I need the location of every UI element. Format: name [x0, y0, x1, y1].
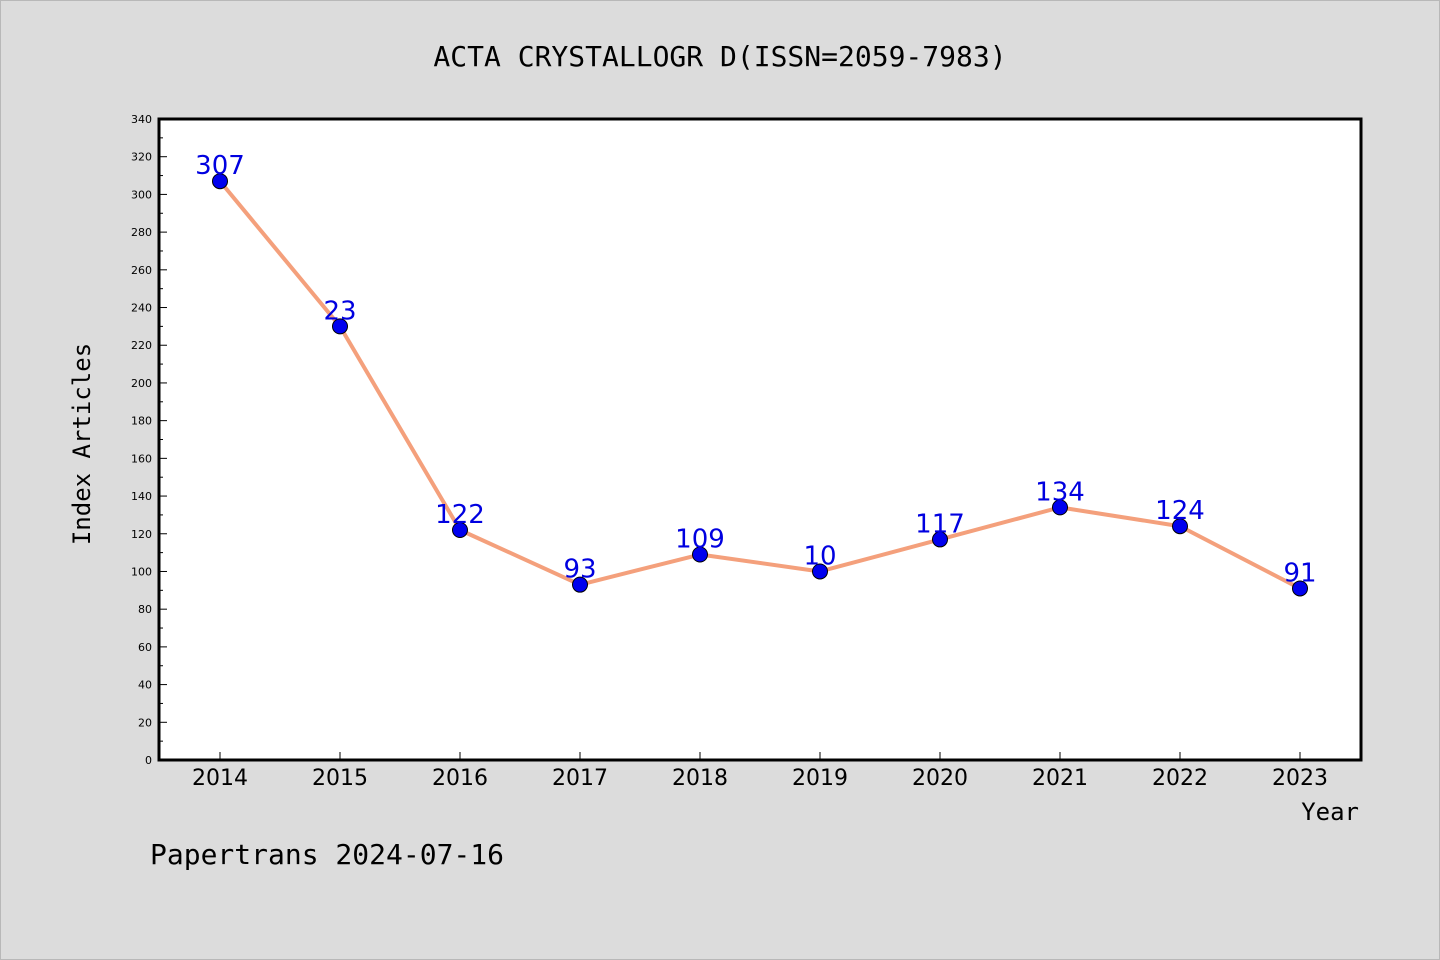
data-point	[1052, 499, 1068, 516]
y-axis-label: Index Articles	[68, 343, 96, 545]
data-label: 307	[195, 151, 245, 181]
x-axis-ticks: 2014 2015 2016 2017 2018 2019 2020 2021 2022 2023	[192, 752, 1328, 791]
chart-title: ACTA CRYSTALLOGR D(ISSN=2059-7983)	[433, 40, 1006, 73]
data-label: 134	[1035, 477, 1085, 507]
x-tick-label: 2021	[1032, 766, 1088, 791]
footer-source-date: Papertrans 2024-07-16	[150, 838, 504, 871]
x-tick-label: 2014	[192, 766, 248, 791]
data-label: 122	[435, 500, 485, 530]
data-label: 93	[563, 555, 596, 585]
y-tick-label: 180	[131, 415, 152, 428]
x-tick-label: 2015	[312, 766, 368, 791]
plot-area	[157, 117, 1363, 762]
y-axis-ticks: 0 20 40 60 80 100 120 140 160 180 200 220 240 260 280 3…	[131, 113, 167, 767]
y-tick-label: 80	[138, 603, 152, 616]
data-point	[212, 173, 228, 190]
data-point	[692, 546, 708, 563]
series-points	[212, 173, 1308, 597]
data-label: 117	[915, 509, 965, 539]
x-tick-label: 2016	[432, 766, 488, 791]
data-label: 10	[803, 541, 836, 571]
y-tick-label: 20	[138, 716, 152, 729]
x-tick-label: 2023	[1272, 766, 1328, 791]
data-point	[572, 576, 588, 593]
data-point	[1292, 580, 1308, 597]
y-tick-label: 100	[131, 565, 152, 578]
x-axis-label: Year	[1301, 798, 1359, 826]
x-tick-label: 2018	[672, 766, 728, 791]
data-point	[332, 318, 348, 335]
y-tick-label: 60	[138, 641, 152, 654]
data-label: 109	[675, 525, 725, 555]
x-tick-label: 2022	[1152, 766, 1208, 791]
y-tick-label: 340	[131, 113, 152, 126]
y-tick-label: 160	[131, 452, 152, 465]
series-line	[218, 179, 1301, 591]
x-tick-label: 2020	[912, 766, 968, 791]
data-label: 23	[323, 296, 356, 326]
y-tick-label: 40	[138, 679, 152, 692]
data-point	[932, 531, 948, 548]
data-point	[812, 563, 828, 580]
x-tick-label: 2019	[792, 766, 848, 791]
x-tick-label: 2017	[552, 766, 608, 791]
series-polyline	[218, 179, 1301, 591]
y-tick-label: 200	[131, 377, 152, 390]
y-tick-label: 0	[145, 754, 152, 767]
data-point	[452, 521, 468, 538]
y-tick-label: 220	[131, 339, 152, 352]
y-tick-label: 140	[131, 490, 152, 503]
y-tick-label: 320	[131, 151, 152, 164]
data-labels: 307 23 122 93 109 10 117 134 124 91	[195, 151, 1316, 588]
data-label: 91	[1283, 558, 1316, 588]
y-tick-label: 300	[131, 188, 152, 201]
data-label: 124	[1155, 496, 1205, 526]
y-tick-label: 280	[131, 226, 152, 239]
y-tick-label: 260	[131, 264, 152, 277]
y-tick-label: 240	[131, 302, 152, 315]
data-point	[1172, 518, 1188, 535]
y-tick-label: 120	[131, 528, 152, 541]
